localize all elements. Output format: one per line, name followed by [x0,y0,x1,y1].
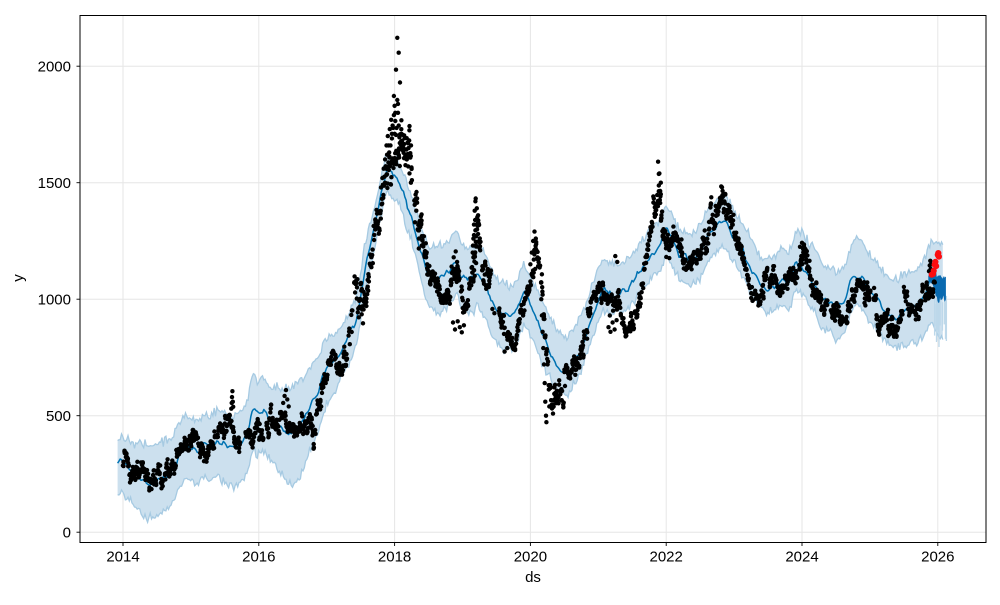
svg-text:1000: 1000 [38,292,71,309]
svg-text:y: y [10,274,27,282]
svg-text:2016: 2016 [242,549,275,566]
svg-text:2024: 2024 [785,549,818,566]
svg-text:1500: 1500 [38,175,71,192]
svg-text:2014: 2014 [106,549,139,566]
svg-text:ds: ds [525,569,541,586]
svg-text:2022: 2022 [650,549,683,566]
svg-text:0: 0 [63,525,71,542]
svg-text:2018: 2018 [378,549,411,566]
svg-text:2026: 2026 [921,549,954,566]
svg-text:2020: 2020 [514,549,547,566]
svg-text:2000: 2000 [38,59,71,76]
svg-text:500: 500 [46,408,71,425]
